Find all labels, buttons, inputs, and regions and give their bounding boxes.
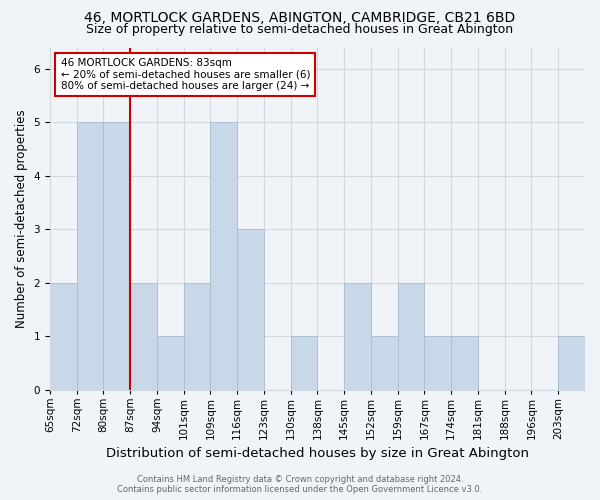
X-axis label: Distribution of semi-detached houses by size in Great Abington: Distribution of semi-detached houses by … xyxy=(106,447,529,460)
Bar xyxy=(451,336,478,390)
Y-axis label: Number of semi-detached properties: Number of semi-detached properties xyxy=(15,109,28,328)
Text: 46, MORTLOCK GARDENS, ABINGTON, CAMBRIDGE, CB21 6BD: 46, MORTLOCK GARDENS, ABINGTON, CAMBRIDG… xyxy=(85,11,515,25)
Bar xyxy=(237,229,264,390)
Bar xyxy=(424,336,451,390)
Bar xyxy=(184,282,211,390)
Bar xyxy=(558,336,585,390)
Bar xyxy=(211,122,237,390)
Bar xyxy=(103,122,130,390)
Bar xyxy=(130,282,157,390)
Bar xyxy=(344,282,371,390)
Text: Size of property relative to semi-detached houses in Great Abington: Size of property relative to semi-detach… xyxy=(86,22,514,36)
Text: 46 MORTLOCK GARDENS: 83sqm
← 20% of semi-detached houses are smaller (6)
80% of : 46 MORTLOCK GARDENS: 83sqm ← 20% of semi… xyxy=(61,58,310,91)
Bar xyxy=(398,282,424,390)
Bar xyxy=(157,336,184,390)
Bar xyxy=(77,122,103,390)
Text: Contains HM Land Registry data © Crown copyright and database right 2024.
Contai: Contains HM Land Registry data © Crown c… xyxy=(118,474,482,494)
Bar xyxy=(371,336,398,390)
Bar xyxy=(50,282,77,390)
Bar xyxy=(290,336,317,390)
